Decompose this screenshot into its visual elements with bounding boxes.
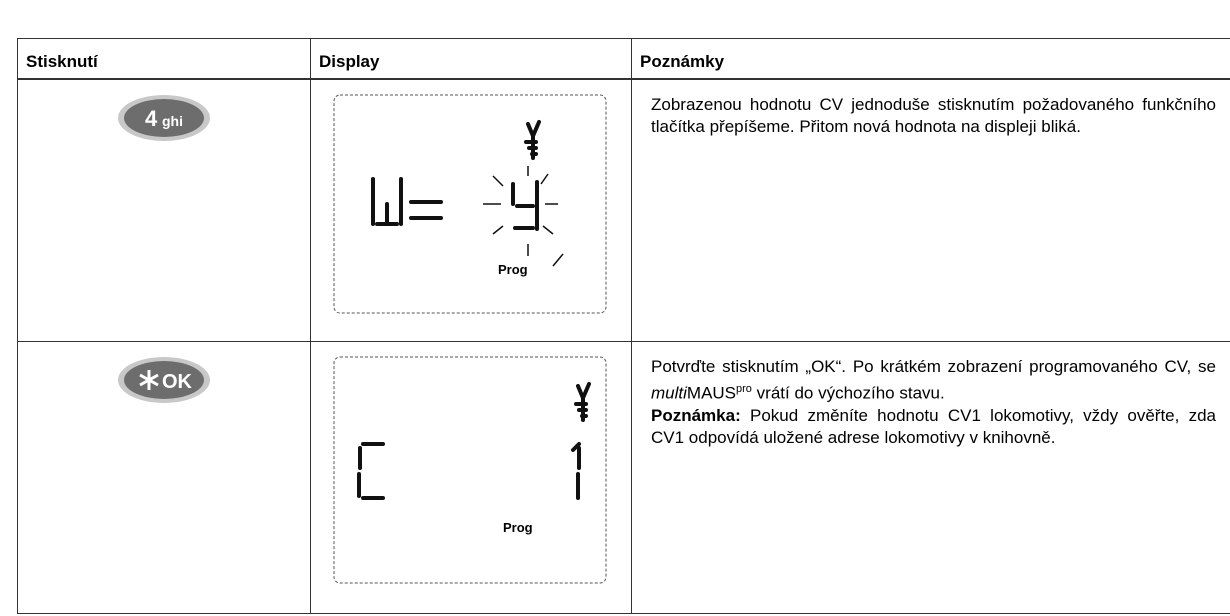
header-cell: Stisknutí xyxy=(17,38,311,80)
superscript: pro xyxy=(736,383,752,395)
lcd-label: Prog xyxy=(498,262,528,277)
italic-text: multi xyxy=(651,383,687,403)
notes: Potvrďte stisknutím „OK“. Po krátkém zob… xyxy=(632,342,1230,449)
text: Pokud změníte hodnotu CV1 lokomotivy, vž… xyxy=(651,405,1216,447)
cell: Zobrazenou hodnotu CV jednoduše stisknut… xyxy=(631,78,1230,342)
cell: Potvrďte stisknutím „OK“. Po krátkém zob… xyxy=(631,341,1230,614)
cell: Prog xyxy=(310,78,632,342)
button-label: 4 xyxy=(145,106,158,131)
header-cell: Display xyxy=(310,38,632,80)
lcd-display: Prog xyxy=(333,356,607,584)
text: vrátí do výchozího stavu. xyxy=(751,383,945,403)
button-sublabel: ghi xyxy=(162,113,183,129)
cell: OK xyxy=(17,341,311,614)
lcd-label: Prog xyxy=(503,520,533,535)
text: Potvrďte stisknutím „OK“. Po krátkém zob… xyxy=(651,357,1216,376)
button-4: 4 ghi xyxy=(118,94,210,141)
row: 4 ghi Prog Zobrazenou hodnotu CV jednodu… xyxy=(17,78,1230,342)
cell: 4 ghi xyxy=(17,78,311,342)
lcd-display: Prog xyxy=(333,94,607,313)
table: Stisknutí Display Poznámky 4 ghi Prog Zo… xyxy=(17,38,1230,614)
text: MAUS xyxy=(686,383,737,403)
bold-text: Poznámka: xyxy=(651,405,741,425)
cell: Prog xyxy=(310,341,632,614)
header-row: Stisknutí Display Poznámky xyxy=(17,38,1230,80)
header-cell: Poznámky xyxy=(631,38,1230,80)
button-label: OK xyxy=(162,371,193,393)
row: OK Prog Potvrďte stisknutím „OK“. Po krá… xyxy=(17,341,1230,614)
button-ok: OK xyxy=(118,357,210,403)
notes: Zobrazenou hodnotu CV jednoduše stisknut… xyxy=(651,94,1216,136)
